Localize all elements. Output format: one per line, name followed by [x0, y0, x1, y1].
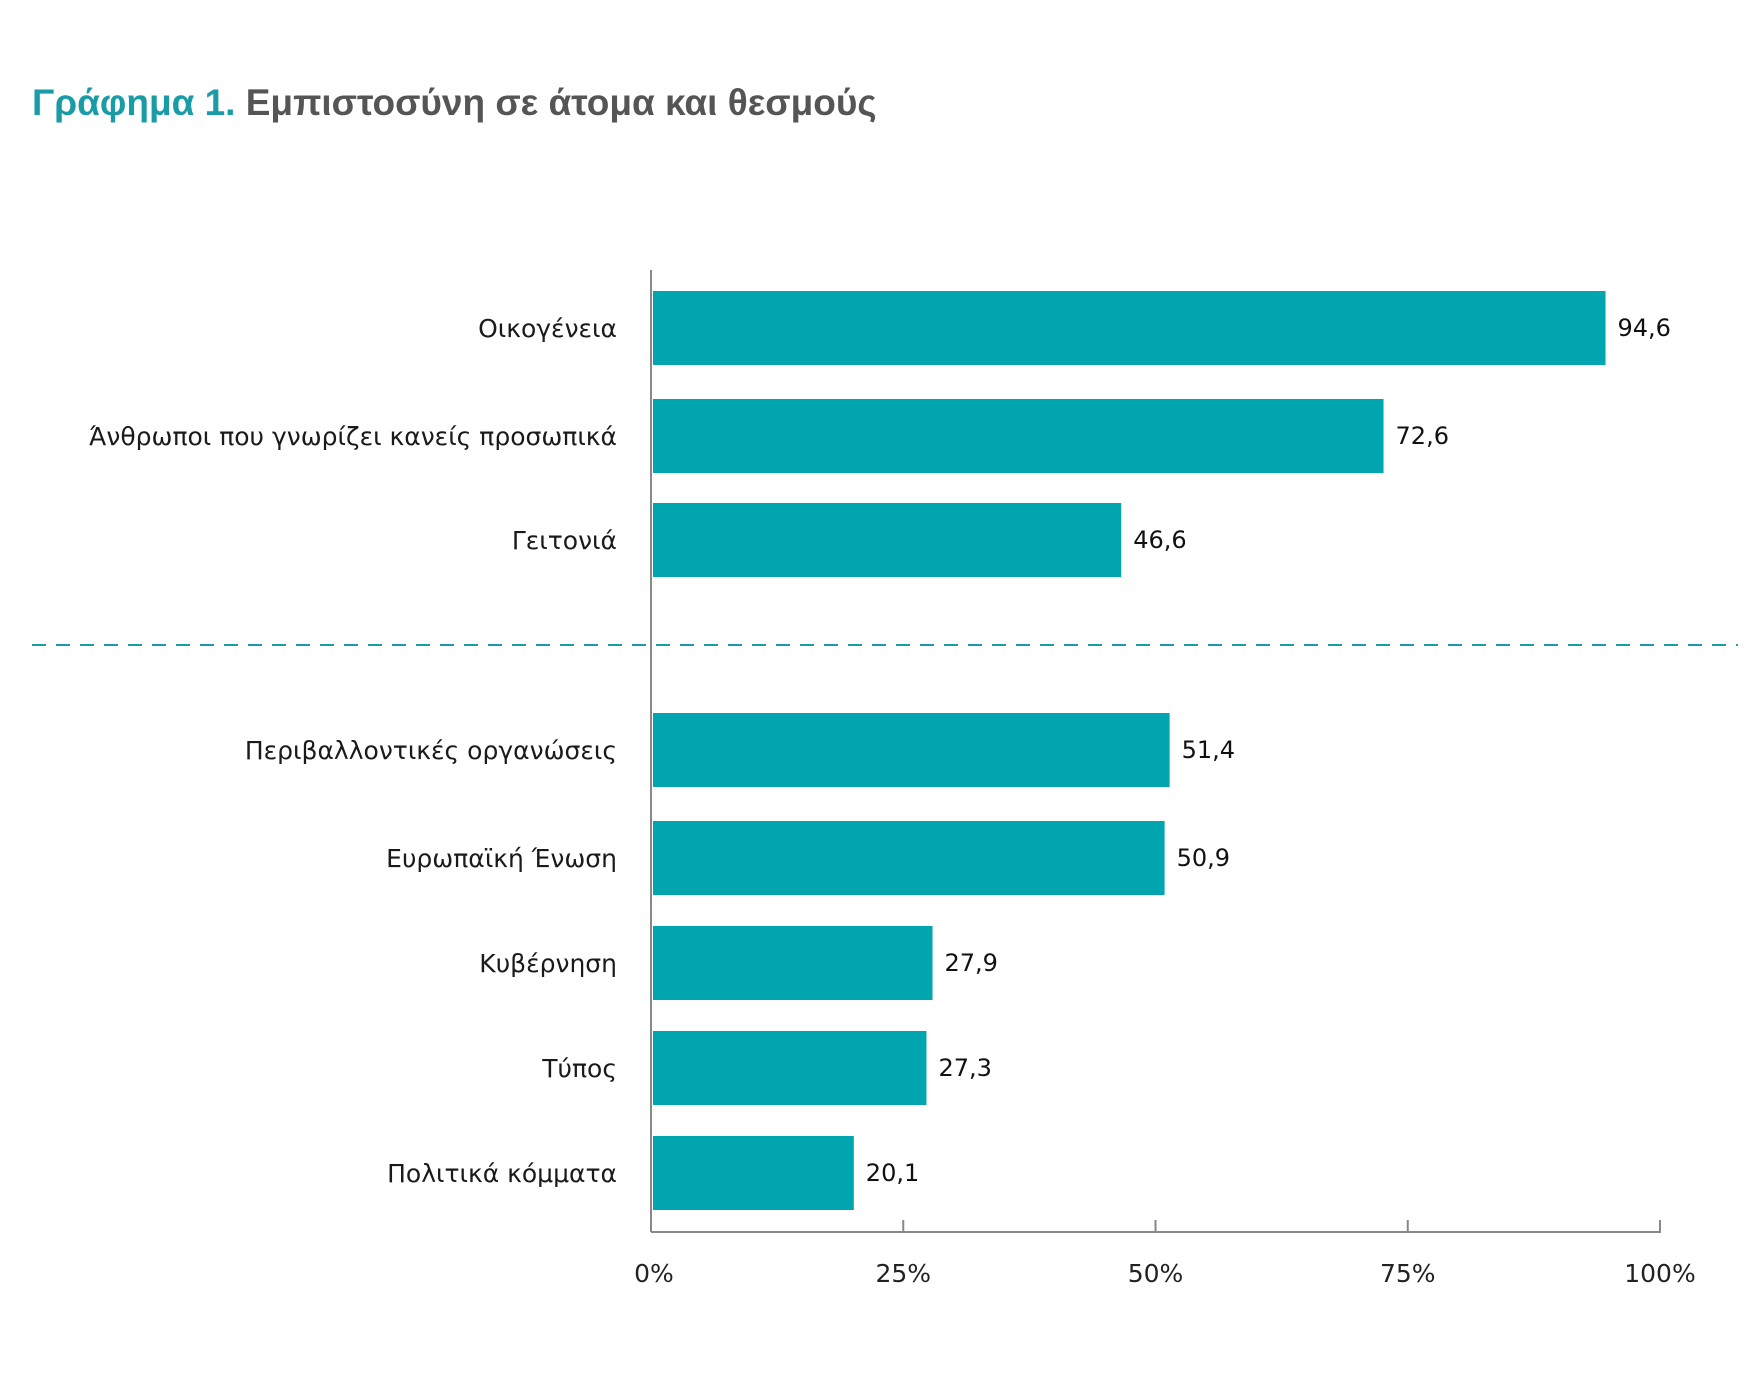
x-tick-label: 50% [1128, 1259, 1184, 1288]
bar [653, 1031, 927, 1105]
value-label: 27,3 [938, 1054, 991, 1082]
category-label: Ευρωπαϊκή Ένωση [386, 844, 617, 873]
category-label: Τύπος [541, 1054, 617, 1083]
category-label: Περιβαλλοντικές οργανώσεις [245, 736, 617, 765]
chart-title: Γράφημα 1. Εμπιστοσύνη σε άτομα και θεσμ… [32, 82, 877, 124]
value-label: 27,9 [945, 949, 998, 977]
bar [653, 503, 1122, 577]
x-tick-label: 100% [1624, 1259, 1695, 1288]
bar [653, 291, 1606, 365]
value-label: 51,4 [1182, 736, 1235, 764]
category-label: Οικογένεια [478, 314, 617, 343]
bar [653, 399, 1384, 473]
value-label: 20,1 [866, 1159, 919, 1187]
value-label: 72,6 [1396, 422, 1449, 450]
chart-title-prefix: Γράφημα 1. [32, 82, 236, 123]
x-tick-label: 0% [634, 1259, 674, 1288]
category-label: Άνθρωποι που γνωρίζει κανείς προσωπικά [89, 422, 617, 451]
bar [653, 1136, 854, 1210]
bar [653, 713, 1170, 787]
category-label: Γειτονιά [512, 526, 617, 555]
bar [653, 821, 1165, 895]
x-tick-label: 25% [875, 1259, 931, 1288]
chart-title-text: Εμπιστοσύνη σε άτομα και θεσμούς [245, 82, 877, 123]
bar [653, 926, 933, 1000]
category-label: Κυβέρνηση [479, 949, 617, 978]
value-label: 94,6 [1618, 314, 1671, 342]
category-label: Πολιτικά κόμματα [387, 1159, 617, 1188]
value-label: 50,9 [1177, 844, 1230, 872]
value-label: 46,6 [1133, 526, 1186, 554]
x-tick-label: 75% [1380, 1259, 1436, 1288]
